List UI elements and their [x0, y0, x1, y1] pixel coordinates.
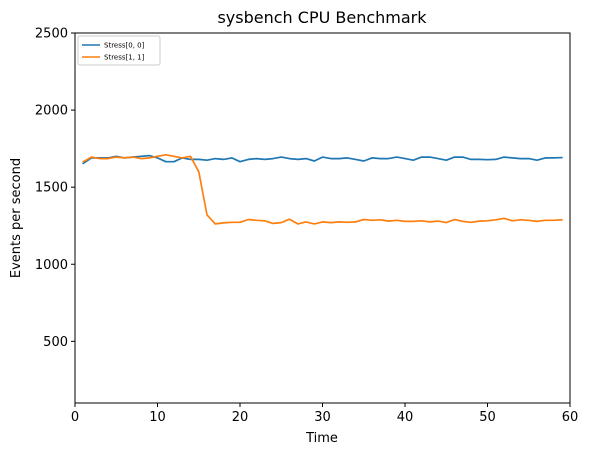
y-tick-label: 2500: [35, 27, 68, 42]
legend-label-stress-0-0: Stress[0, 0]: [104, 42, 145, 50]
y-tick-label: 2000: [35, 104, 68, 119]
legend-label-stress-1-1: Stress[1, 1]: [104, 54, 145, 62]
x-axis: 0 10 20 30 40 50 60: [71, 403, 578, 425]
series-layer: [82, 153, 563, 225]
y-tick-label: 1500: [35, 181, 68, 196]
x-axis-title: Time: [305, 431, 338, 446]
series-line-0: [82, 154, 563, 165]
x-tick-label: 60: [562, 410, 579, 425]
x-tick-label: 0: [71, 410, 79, 425]
x-tick-label: 50: [479, 410, 496, 425]
y-tick-label: 1000: [35, 258, 68, 273]
y-axis-title: Events per second: [9, 158, 24, 278]
x-tick-label: 10: [149, 410, 166, 425]
y-tick-label: 500: [43, 335, 68, 350]
x-tick-label: 20: [232, 410, 249, 425]
x-tick-label: 40: [397, 410, 414, 425]
chart-title: sysbench CPU Benchmark: [217, 8, 427, 27]
legend: Stress[0, 0] Stress[1, 1]: [77, 35, 161, 66]
series-line-1: [82, 153, 563, 225]
y-axis: 500 1000 1500 2000 2500: [35, 27, 75, 350]
x-tick-label: 30: [314, 410, 331, 425]
